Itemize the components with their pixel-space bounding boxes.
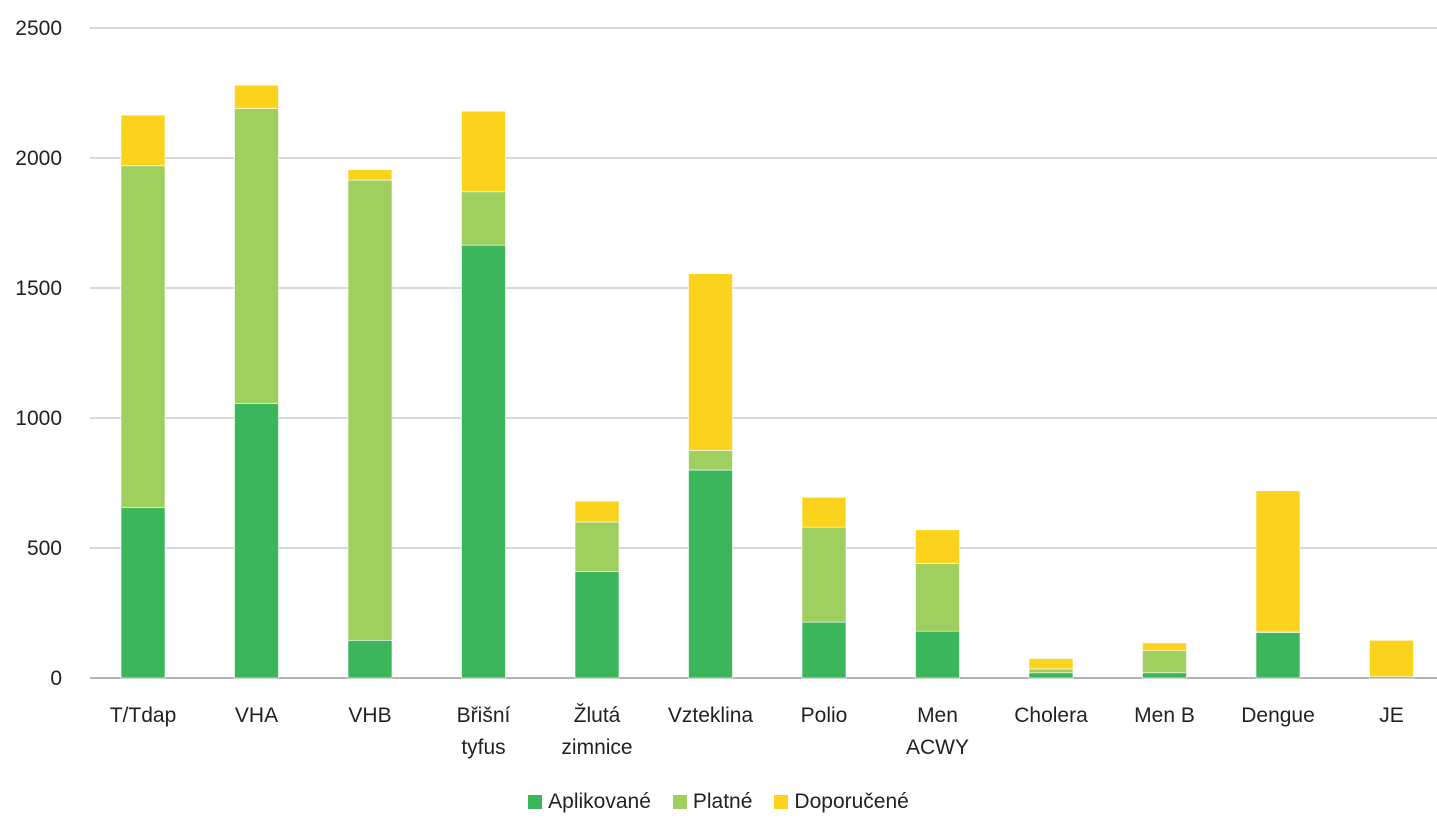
- bar-segment: [120, 165, 166, 508]
- y-tick-label: 2500: [15, 17, 62, 40]
- x-category-label: Dengue: [1241, 704, 1315, 727]
- bar-segment: [1369, 639, 1414, 677]
- bar-segment: [574, 521, 620, 572]
- bar-segment: [347, 179, 393, 641]
- x-category-label: Polio: [801, 704, 848, 727]
- x-category-label: JE: [1379, 704, 1404, 727]
- bar-segment: [120, 507, 166, 679]
- bar-segment: [574, 500, 620, 523]
- legend: Aplikované Platné Doporučené: [0, 790, 1437, 814]
- legend-label: Doporučené: [794, 790, 909, 813]
- bar-segment: [801, 526, 847, 623]
- bar-segment: [120, 114, 166, 167]
- x-category-label: Cholera: [1014, 704, 1088, 727]
- bar-segment: [1142, 672, 1187, 679]
- bar-segment: [347, 639, 393, 679]
- x-category-label: VHB: [348, 704, 391, 727]
- bar-segment: [1028, 658, 1074, 670]
- bar-segment: [1255, 490, 1301, 632]
- legend-item-doporucene: Doporučené: [774, 790, 909, 814]
- y-tick-label: 2000: [15, 147, 62, 170]
- bar-segment: [915, 563, 960, 632]
- bar-segment: [461, 244, 506, 679]
- bar-segment: [915, 529, 960, 564]
- bar-segment: [1255, 632, 1301, 679]
- bar-segment: [801, 496, 847, 528]
- y-tick-label: 0: [50, 667, 62, 690]
- bar-segment: [234, 108, 279, 405]
- bar-segment: [1142, 642, 1187, 652]
- x-category-label: Men B: [1134, 704, 1195, 727]
- x-category-label: Vzteklina: [668, 704, 754, 727]
- bar-segment: [461, 110, 506, 193]
- x-axis-categories: T/Tdap VHA VHB Břišní tyfus Žlutá zimnice Vztek…: [110, 704, 1404, 759]
- bar-segment: [801, 621, 847, 679]
- x-category-label: T/Tdap: [110, 704, 177, 727]
- y-tick-label: 500: [27, 537, 62, 560]
- legend-swatch: [672, 795, 687, 809]
- bar-segment: [688, 450, 733, 471]
- bar-segment: [461, 191, 506, 246]
- bar-segment: [234, 403, 279, 679]
- y-axis-ticks: 0 500 1000 1500 2000 2500: [15, 17, 62, 690]
- x-category-label: Men ACWY: [906, 704, 969, 759]
- bar-segment: [1028, 672, 1074, 679]
- bars: [120, 84, 1414, 679]
- x-category-label: Žlutá zimnice: [561, 704, 632, 759]
- legend-label: Platné: [692, 790, 753, 813]
- legend-item-platne: Platné: [672, 790, 753, 814]
- bar-segment: [1142, 650, 1187, 674]
- bar-segment: [915, 630, 960, 679]
- legend-label: Aplikované: [548, 790, 651, 813]
- bar-segment: [347, 169, 393, 181]
- legend-swatch: [528, 795, 543, 809]
- x-category-label: Břišní tyfus: [457, 704, 511, 759]
- legend-item-aplikovane: Aplikované: [528, 790, 651, 814]
- x-category-label: VHA: [235, 704, 278, 727]
- legend-swatch: [774, 795, 789, 809]
- bar-segment: [688, 469, 733, 679]
- bar-segment: [688, 273, 733, 451]
- y-tick-label: 1500: [15, 277, 62, 300]
- bar-segment: [574, 571, 620, 679]
- bar-segment: [234, 84, 279, 109]
- y-tick-label: 1000: [15, 407, 62, 430]
- gridlines: [90, 27, 1437, 679]
- bar-segment: [1028, 668, 1074, 674]
